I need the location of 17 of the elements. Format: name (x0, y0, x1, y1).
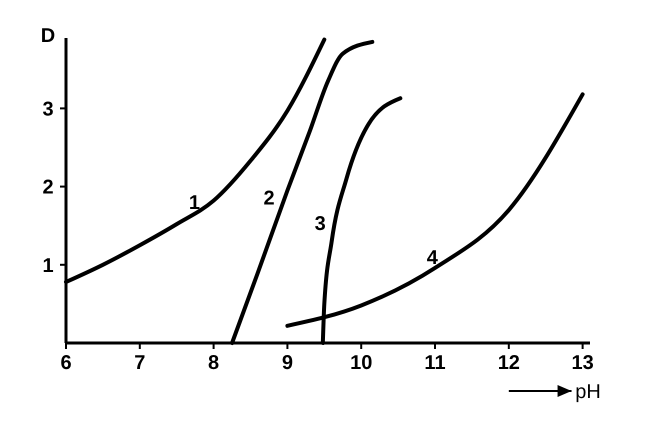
series-label: 3 (314, 213, 326, 236)
x-tick-label: 12 (498, 352, 520, 374)
y-tick-label: 2 (42, 176, 54, 199)
y-axis-title: D (40, 25, 56, 47)
x-tick-label: 13 (571, 352, 594, 374)
series-label: 4 (426, 246, 439, 269)
y-tick-label: 3 (42, 98, 54, 120)
x-tick-label: 8 (208, 352, 220, 374)
x-tick-label: 7 (134, 352, 146, 374)
x-tick-label: 9 (282, 352, 293, 374)
x-tick-label: 10 (350, 352, 372, 374)
series-label: 2 (263, 187, 275, 210)
series-label: 1 (188, 192, 200, 214)
y-tick-label: 1 (42, 254, 54, 277)
x-tick-label: 11 (424, 352, 446, 374)
x-axis-title: pH (575, 381, 601, 403)
x-tick-label: 6 (60, 352, 72, 374)
